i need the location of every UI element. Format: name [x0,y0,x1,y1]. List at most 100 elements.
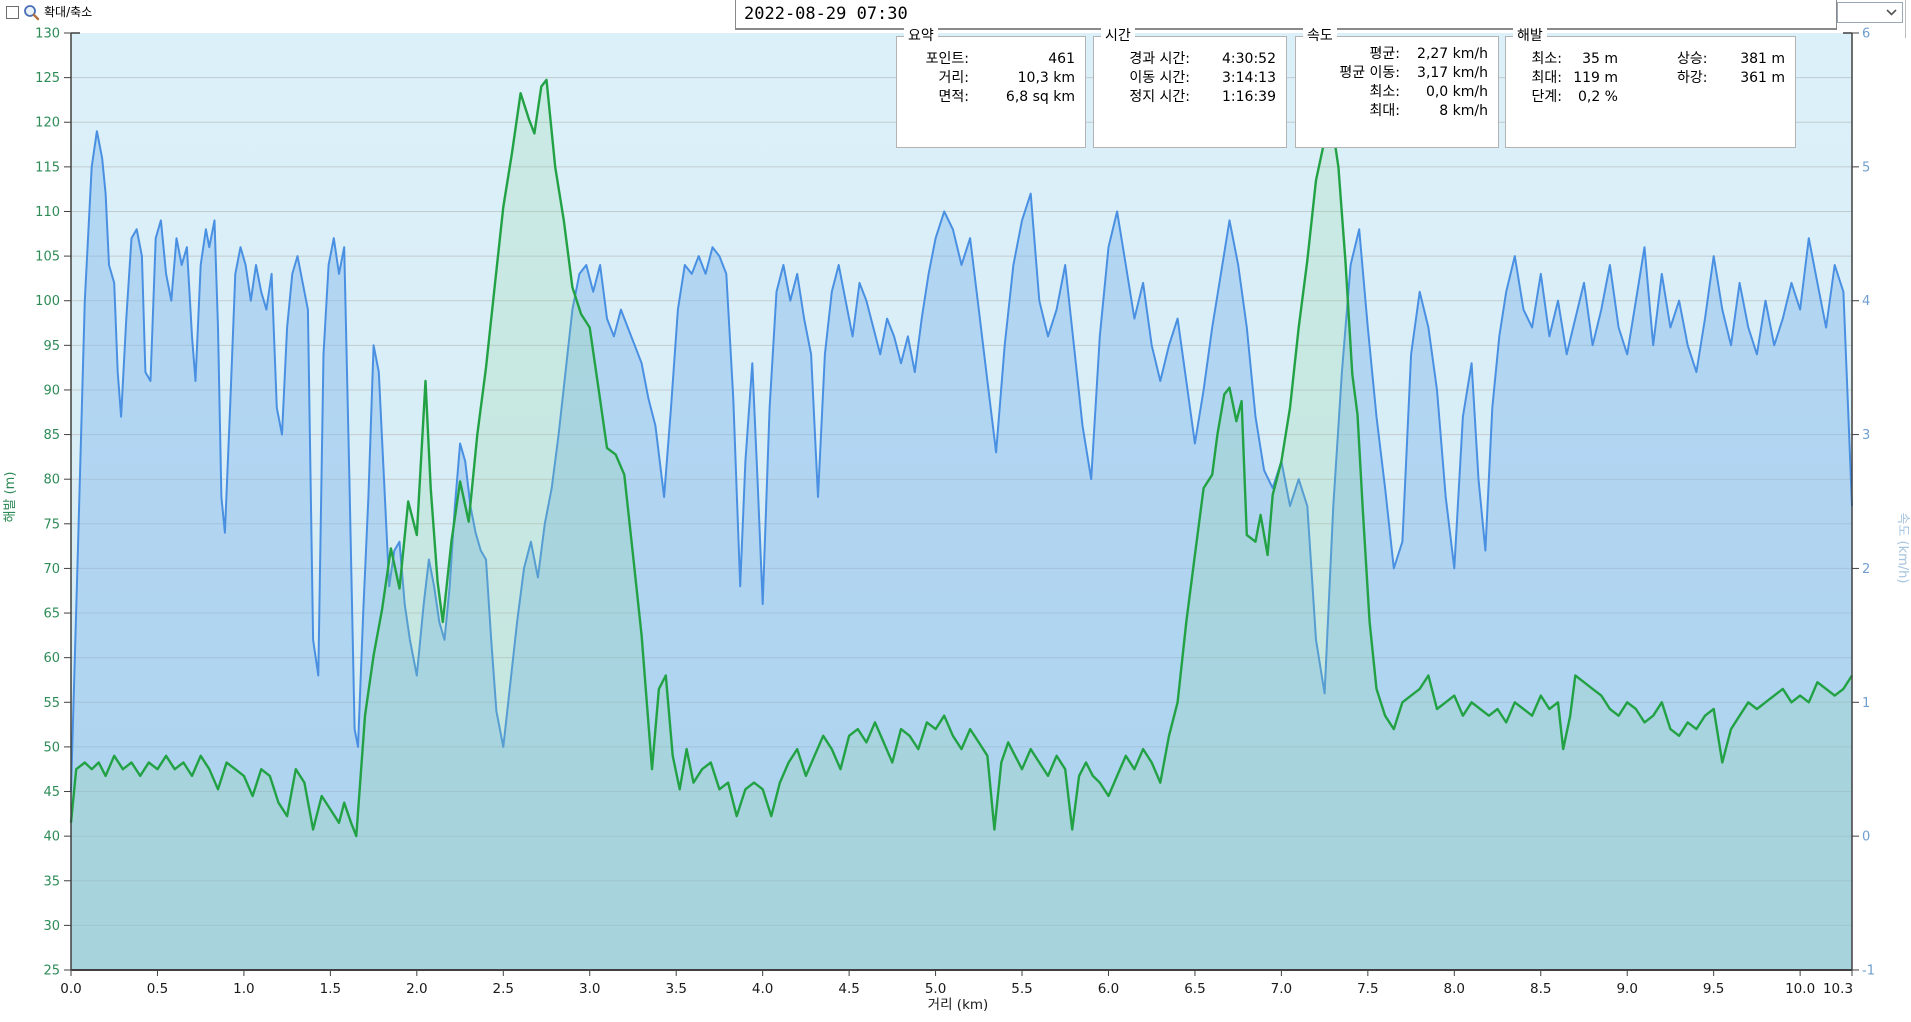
panel-row: 평균 이동: 3,17 km/h [1304,64,1488,83]
speed-line [69,78,1854,838]
y-left-tick-label: 130 [35,27,60,42]
stat-value: 6,8 sq km [1005,89,1075,105]
x-tick-label: 4.5 [838,981,859,997]
stat-value: 3:14:13 [1222,70,1276,86]
stat-label: 이동 시간: [1129,70,1190,86]
speed-area [71,79,1852,970]
stat-value: 2,27 km/h [1417,46,1488,62]
summary-panel: 요약 포인트: 461 거리: 10,3 km 면적: 6,8 sq km [896,27,1086,148]
y-right-tick-label: 2 [1862,562,1870,577]
elevation-line [70,130,1853,792]
y-left-tick-label: 125 [35,71,60,86]
x-tick-label: 8.0 [1444,981,1465,997]
stat-value: 0,2 % [1577,89,1618,105]
elevation-panel-rows: 최소: 35 m 상승: 381 m 최대: 119 m 하강: 361 m 단계: 0,2 % [1506,37,1795,107]
x-tick-label: 5.0 [925,981,946,997]
datetime-field[interactable]: 2022-08-29 07:30 [735,0,1837,30]
stat-label: 최소: [1369,84,1400,100]
y-left-tick-label: 35 [43,874,60,889]
x-tick-label: 3.0 [579,981,600,997]
panel-row: 거리: 10,3 km [905,69,1075,88]
x-tick-label: 1.0 [233,981,254,997]
stat-value: 10,3 km [1017,70,1075,86]
zoom-control: 확대/축소 [6,4,92,21]
x-tick-label: 2.5 [493,981,514,997]
speed-panel-title: 속도 [1303,27,1337,45]
y-left-tick-label: 55 [43,696,60,711]
x-tick-label: 0.5 [147,981,168,997]
time-panel: 시간 경과 시간: 4:30:52 이동 시간: 3:14:13 정지 시간: 1:16:… [1093,27,1287,148]
stat-label: 하강: [1677,70,1708,86]
y-left-tick-label: 25 [43,964,60,979]
panel-row: 포인트: 461 [905,50,1075,69]
x-tick-label: 9.5 [1703,981,1724,997]
y-right-tick-label: 4 [1862,294,1870,309]
y-left-tick-label: 115 [35,160,60,175]
summary-panel-title: 요약 [904,27,938,45]
x-tick-label: 9.0 [1616,981,1637,997]
x-tick-label: 6.5 [1184,981,1205,997]
chevron-down-icon [1886,9,1897,16]
y-left-tick-label: 65 [43,607,60,622]
time-panel-rows: 경과 시간: 4:30:52 이동 시간: 3:14:13 정지 시간: 1:16:39 [1094,37,1286,107]
y-left-tick-label: 120 [35,116,60,131]
stat-label: 거리: [938,70,969,86]
panel-row: 최대: 119 m 하강: 361 m [1514,69,1785,88]
magnifier-icon [24,5,40,21]
stat-label: 최소: [1531,51,1562,67]
stat-label: 정지 시간: [1129,89,1190,105]
y-right-axis-title: 속도 (km/h) [1895,512,1910,583]
stat-value: 0,0 km/h [1425,84,1488,100]
stat-label: 평균: [1369,46,1400,62]
x-tick-label: 0.0 [60,981,81,997]
track-select-dropdown[interactable] [1837,2,1903,23]
x-tick-label: 8.5 [1530,981,1551,997]
y-left-tick-label: 105 [35,250,60,265]
panel-row: 단계: 0,2 % [1514,88,1785,107]
y-left-tick-label: 50 [43,740,60,755]
time-panel-title: 시간 [1101,27,1135,45]
y-left-axis-title: 해발 (m) [3,472,18,523]
y-right-tick-label: 6 [1862,27,1870,42]
stat-label: 최대: [1531,70,1562,86]
y-left-tick-label: 60 [43,651,60,666]
x-tick-label: 4.0 [752,981,773,997]
stat-value: 35 m [1582,51,1618,67]
panel-row: 이동 시간: 3:14:13 [1102,69,1276,88]
y-left-tick-label: 40 [43,830,60,845]
y-left-tick-label: 100 [35,294,60,309]
stat-value: 3,17 km/h [1417,65,1488,81]
y-left-tick-label: 95 [43,339,60,354]
stat-value: 4:30:52 [1222,51,1276,67]
zoom-control-label: 확대/축소 [44,5,93,19]
stat-label: 포인트: [925,51,969,67]
x-tick-label: 2.0 [406,981,427,997]
zoom-checkbox[interactable] [6,6,19,19]
y-left-tick-label: 110 [35,205,60,220]
window-edge-divider [1905,0,1906,38]
y-right-tick-label: 5 [1862,160,1870,175]
summary-panel-rows: 포인트: 461 거리: 10,3 km 면적: 6,8 sq km [897,37,1085,107]
stat-value: 381 m [1740,51,1785,67]
elevation-panel-title: 해발 [1513,27,1547,45]
y-right-tick-label: 1 [1862,696,1870,711]
panel-row: 최소: 35 m 상승: 381 m [1514,50,1785,69]
x-tick-label: 5.5 [1011,981,1032,997]
y-left-tick-label: 80 [43,473,60,488]
x-tick-label: 1.5 [320,981,341,997]
y-right-tick-label: -1 [1862,964,1875,979]
stat-label: 최대: [1369,103,1400,119]
speed-panel-rows: 평균: 2,27 km/h 평균 이동: 3,17 km/h 최소: 0,0 km/h 최대… [1296,37,1498,121]
elevation-area [71,131,1852,970]
stat-value: 8 km/h [1439,103,1488,119]
stat-label: 면적: [938,89,969,105]
y-right-tick-label: 0 [1862,830,1870,845]
y-left-tick-label: 45 [43,785,60,800]
x-tick-label: 3.5 [665,981,686,997]
y-left-tick-label: 85 [43,428,60,443]
x-tick-label: 7.5 [1357,981,1378,997]
y-left-tick-label: 30 [43,919,60,934]
panel-row: 정지 시간: 1:16:39 [1102,88,1276,107]
speed-panel: 속도 평균: 2,27 km/h 평균 이동: 3,17 km/h 최소: 0,0 km/… [1295,27,1499,148]
